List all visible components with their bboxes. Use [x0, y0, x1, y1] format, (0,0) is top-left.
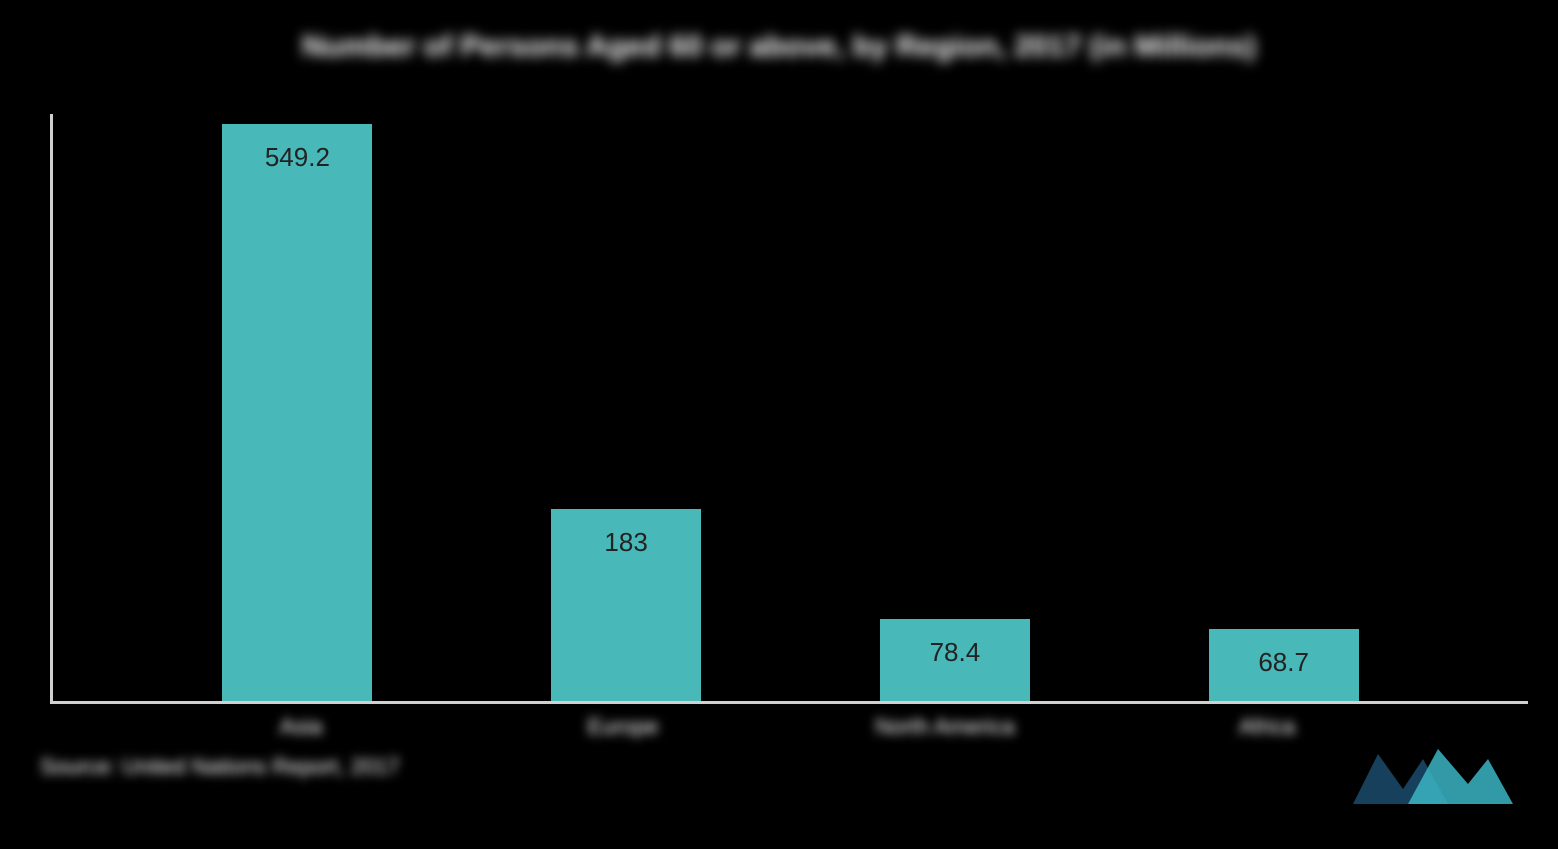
- bar-value-2: 78.4: [930, 637, 981, 668]
- bar-wrap-0: 549.2: [222, 114, 372, 701]
- x-label-1: Europe: [548, 714, 698, 740]
- x-label-3: Africa: [1192, 714, 1342, 740]
- bar-wrap-3: 68.7: [1209, 114, 1359, 701]
- bar-1: 183: [551, 509, 701, 701]
- x-label-2: North America: [870, 714, 1020, 740]
- x-axis-labels: Asia Europe North America Africa: [40, 704, 1518, 740]
- watermark-logo: [1348, 739, 1518, 819]
- bar-wrap-1: 183: [551, 114, 701, 701]
- bar-3: 68.7: [1209, 629, 1359, 701]
- chart-container: Number of Persons Aged 60 or above, by R…: [0, 0, 1558, 849]
- bar-value-0: 549.2: [265, 142, 330, 173]
- chart-plot-area: 549.2 183 78.4 68.7: [50, 114, 1528, 704]
- x-label-0: Asia: [226, 714, 376, 740]
- bar-value-1: 183: [604, 527, 647, 558]
- bar-value-3: 68.7: [1258, 647, 1309, 678]
- bar-2: 78.4: [880, 619, 1030, 701]
- bar-wrap-2: 78.4: [880, 114, 1030, 701]
- chart-source: Source: United Nations Report, 2017: [40, 754, 1518, 780]
- chart-title: Number of Persons Aged 60 or above, by R…: [40, 30, 1518, 64]
- bar-0: 549.2: [222, 124, 372, 701]
- mordor-logo-icon: [1348, 739, 1518, 819]
